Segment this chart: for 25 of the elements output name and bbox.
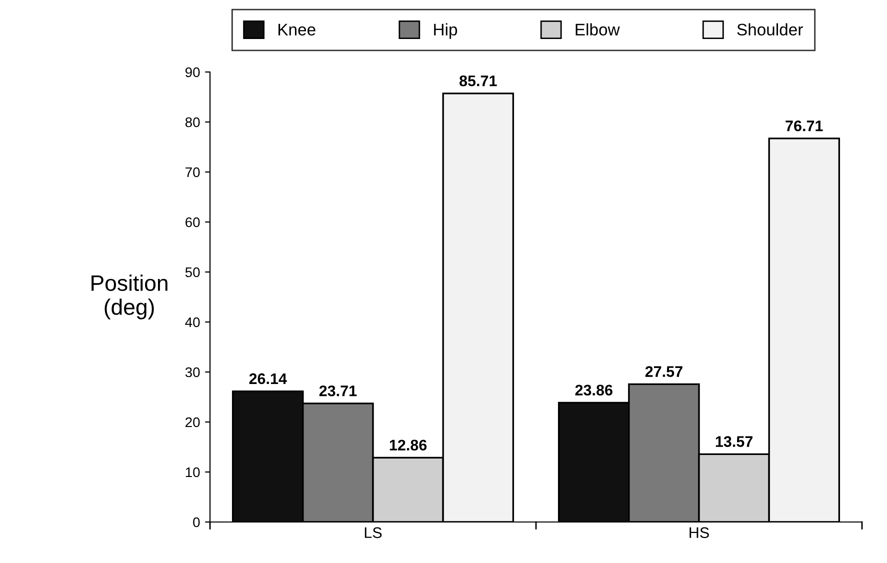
y-tick-label: 30 [185, 367, 200, 378]
y-tick-label: 70 [186, 167, 200, 178]
data-label: 76.71 [786, 120, 823, 132]
data-label: 27.57 [645, 366, 682, 377]
y-axis-title: Position (deg) [92, 274, 168, 320]
legend-label: Knee [278, 24, 316, 36]
y-tick-label: 60 [186, 217, 200, 228]
data-label: 85.71 [460, 75, 497, 86]
x-tick-label: HS [690, 527, 709, 538]
y-tick-label: 20 [186, 417, 200, 428]
y-tick-label: 10 [186, 467, 200, 478]
y-tick-label: 90 [185, 67, 200, 78]
legend-label: Shoulder [737, 23, 803, 36]
data-label: 13.57 [716, 436, 752, 447]
data-label: 23.86 [575, 384, 612, 396]
y-tick-label: 50 [185, 267, 200, 278]
y-tick-label: 40 [185, 317, 200, 328]
y-tick-label: 0 [193, 517, 200, 528]
x-tick-label: LS [364, 527, 382, 538]
data-label: 12.86 [390, 440, 427, 451]
data-label: 23.71 [319, 385, 357, 396]
data-label: 26.14 [249, 373, 287, 384]
legend-label: Elbow [576, 23, 620, 36]
legend-label: Hip [434, 23, 458, 39]
y-tick-label: 80 [185, 117, 200, 128]
